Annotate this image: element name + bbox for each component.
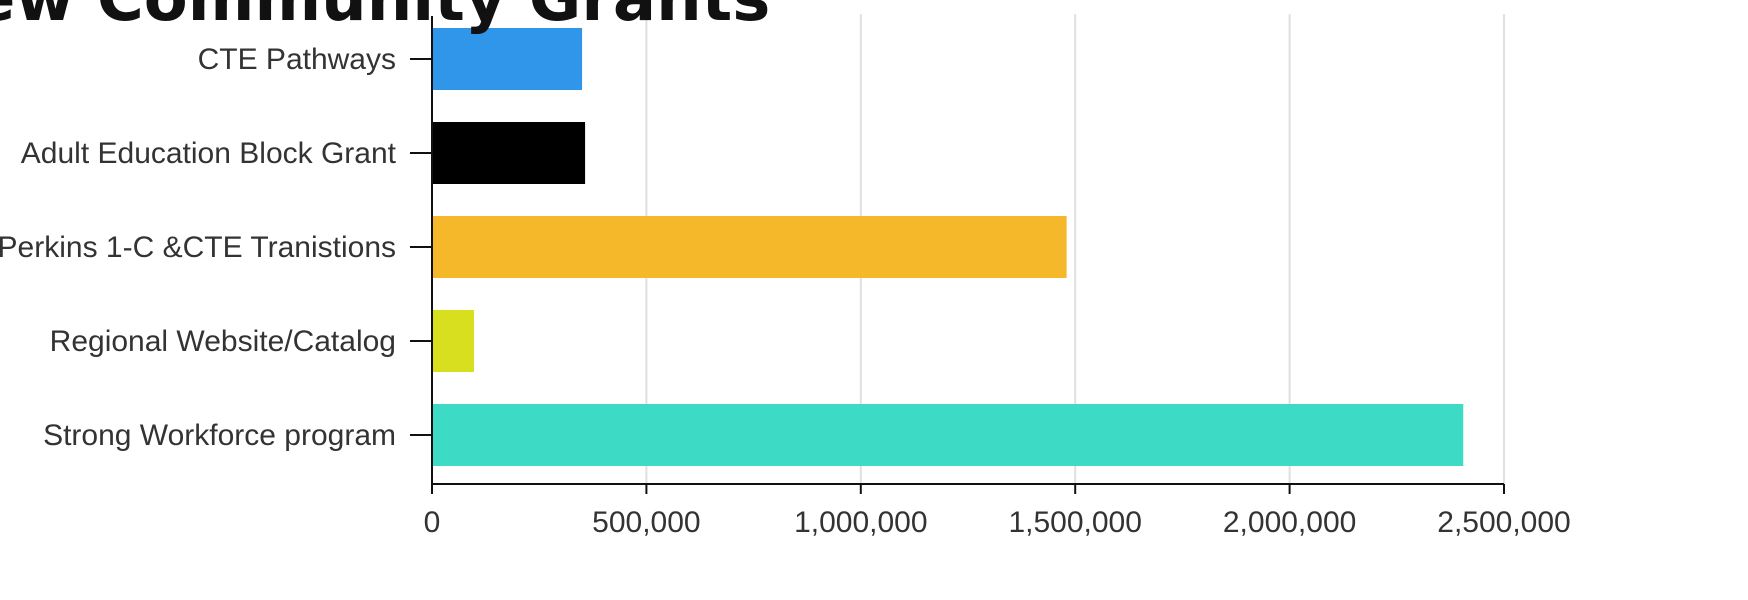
category-label: CTE Pathways (198, 43, 396, 76)
bar (432, 122, 586, 184)
bar (432, 310, 475, 372)
chart-title: ew Community Grants (0, 0, 770, 36)
bar (432, 404, 1464, 466)
category-label: Strong Workforce program (43, 419, 396, 452)
x-tick-label: 500,000 (592, 506, 700, 539)
bars (432, 28, 1464, 466)
category-label: Adult Education Block Grant (21, 137, 397, 170)
category-labels: CTE Pathways Adult Education Block Grant P… (0, 43, 432, 452)
bar (432, 28, 583, 90)
category-label: Regional Website/Catalog (50, 325, 396, 358)
x-tick-label: 1,500,000 (1008, 506, 1141, 539)
bar (432, 216, 1067, 278)
category-label: Perkins 1-C &CTE Tranistions (0, 231, 396, 264)
x-tick-label: 2,000,000 (1223, 506, 1356, 539)
x-tick-label: 2,500,000 (1437, 506, 1570, 539)
x-tick-label: 0 (424, 506, 441, 539)
x-tick-label: 1,000,000 (794, 506, 927, 539)
axes (431, 16, 1504, 485)
x-tick-labels: 0 500,000 1,000,000 1,500,000 2,000,000 2,500… (424, 484, 1571, 539)
